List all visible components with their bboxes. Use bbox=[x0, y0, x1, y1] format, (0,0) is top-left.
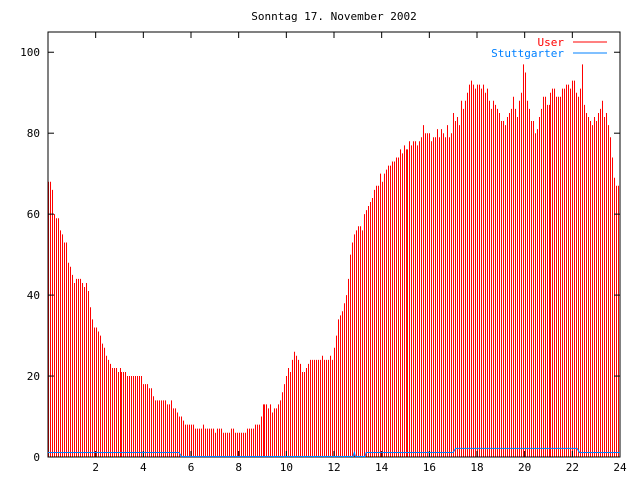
stuttgarter-line bbox=[48, 447, 620, 457]
x-tick-label: 16 bbox=[423, 461, 436, 474]
x-tick-label: 6 bbox=[188, 461, 195, 474]
y-tick-label: 20 bbox=[27, 370, 40, 383]
y-tick-label: 60 bbox=[27, 208, 40, 221]
y-tick-label: 40 bbox=[27, 289, 40, 302]
x-tick-label: 2 bbox=[92, 461, 99, 474]
x-tick-label: 18 bbox=[470, 461, 483, 474]
x-tick-label: 10 bbox=[280, 461, 293, 474]
x-tick-label: 22 bbox=[566, 461, 579, 474]
x-tick-label: 24 bbox=[613, 461, 627, 474]
y-tick-label: 80 bbox=[27, 127, 40, 140]
x-tick-label: 20 bbox=[518, 461, 531, 474]
y-tick-label: 0 bbox=[33, 451, 40, 464]
x-tick-label: 8 bbox=[235, 461, 242, 474]
legend-label-stuttgarter: Stuttgarter bbox=[491, 47, 564, 60]
chart-title: Sonntag 17. November 2002 bbox=[251, 10, 417, 23]
x-tick-label: 14 bbox=[375, 461, 389, 474]
user-bars bbox=[48, 64, 619, 457]
legend: User Stuttgarter bbox=[491, 36, 607, 60]
y-tick-label: 100 bbox=[20, 46, 40, 59]
legend-label-user: User bbox=[538, 36, 565, 49]
x-tick-label: 12 bbox=[327, 461, 340, 474]
x-tick-label: 4 bbox=[140, 461, 147, 474]
